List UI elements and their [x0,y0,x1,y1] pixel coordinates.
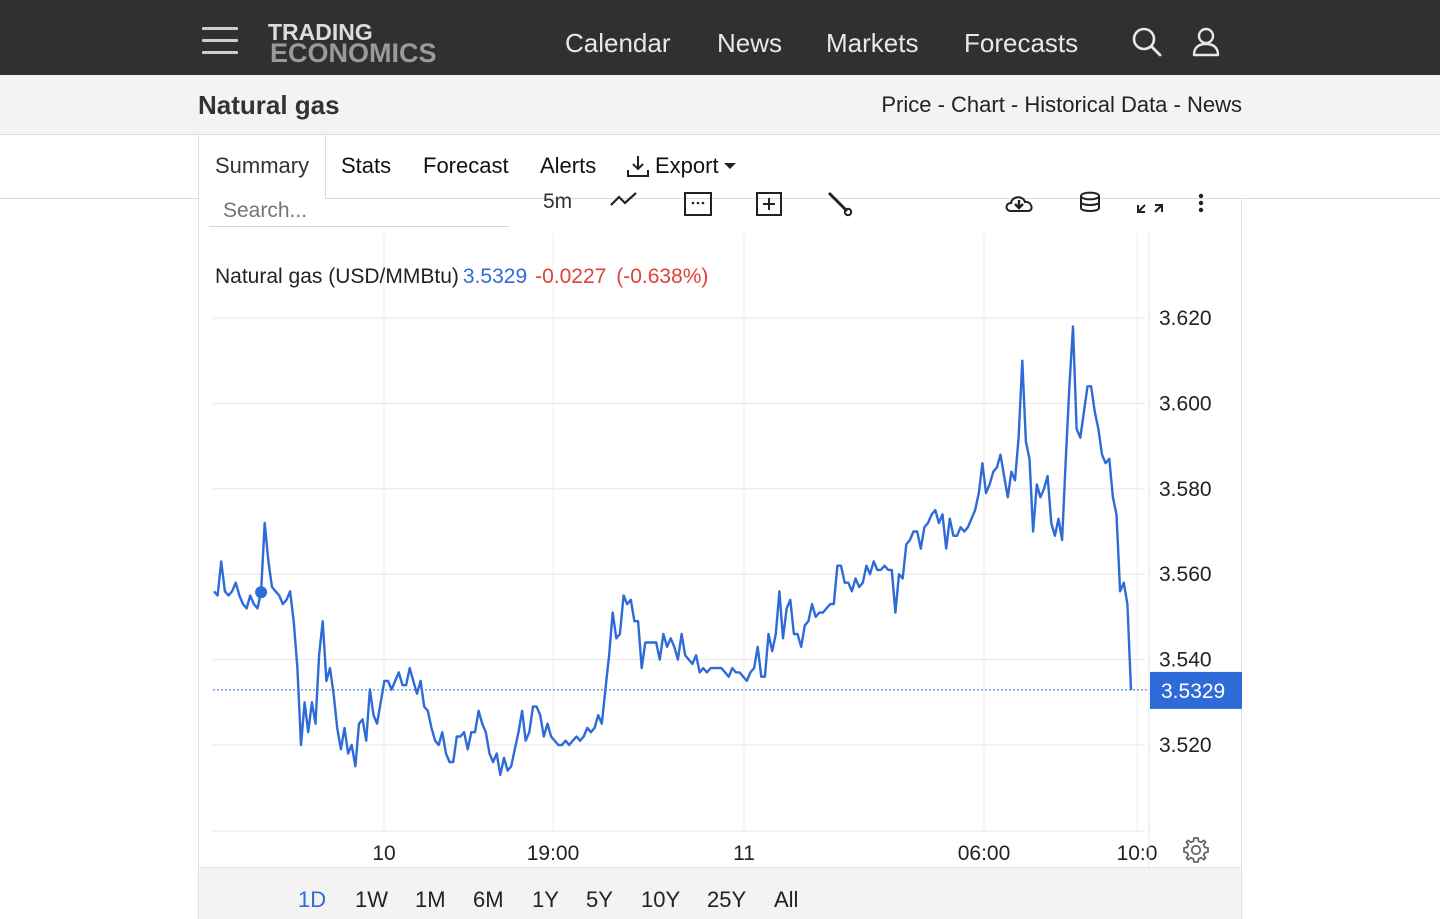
draw-tool-icon[interactable] [825,191,855,217]
tab-stats[interactable]: Stats [341,153,392,178]
cloud-download-icon[interactable] [1003,191,1037,217]
line-chart-icon[interactable] [609,191,639,215]
page-title: Natural gas [198,90,340,120]
nav-link-news[interactable]: News [717,28,783,58]
y-tick-label: 3.560 [1159,563,1212,586]
instrument-name: Natural gas (USD/MMBtu) [215,265,459,288]
download-icon [627,156,649,177]
range-selector: 1D 1W 1M 6M 1Y 5Y 10Y 25Y All [199,867,1241,919]
search-icon[interactable] [1131,26,1163,58]
range-1d[interactable]: 1D [298,887,327,912]
x-tick-label: 11 [733,842,755,865]
page-links: Price - Chart - Historical Data - News [881,92,1242,118]
tab-summary[interactable]: Summary [198,135,326,200]
nav-link-markets[interactable]: Markets [826,28,919,58]
link-chart[interactable]: Chart [951,92,1005,117]
link-separator: - [1004,92,1025,117]
range-1w[interactable]: 1W [355,887,388,912]
logo-line2: ECONOMICS [270,38,437,68]
export-label: Export [655,153,719,178]
title-bar: Natural gas Price - Chart - Historical D… [0,75,1440,135]
logo[interactable]: TRADING ECONOMICS [268,19,448,68]
price-change: -0.0227 [535,265,607,288]
x-tick-label: 19:00 [527,842,580,865]
link-historical-data[interactable]: Historical Data [1024,92,1168,117]
fullscreen-icon[interactable] [1135,191,1165,217]
price-chart[interactable]: 3.620 3.600 3.580 3.560 3.540 3.520 10 19:00 11 0… [199,199,1243,867]
top-navbar: TRADING ECONOMICS Calendar News Markets … [0,0,1440,75]
range-1m[interactable]: 1M [415,887,446,912]
calendar-icon[interactable] [683,191,713,217]
link-price[interactable]: Price [881,92,932,117]
range-25y[interactable]: 25Y [707,887,747,912]
link-separator: - [1167,92,1187,117]
interval-selector[interactable]: 5m [543,190,573,213]
series-marker [255,586,268,599]
range-1y[interactable]: 1Y [532,887,559,912]
range-all[interactable]: All [774,887,799,912]
current-price: 3.5329 [462,265,528,288]
settings-gear-icon[interactable] [1181,835,1211,865]
x-tick-label: 10:0 [1117,842,1158,865]
y-tick-label: 3.600 [1159,392,1212,415]
search-input[interactable] [209,196,509,227]
tab-alerts[interactable]: Alerts [540,153,597,178]
logo-line1: TRADING [268,19,373,45]
more-options-icon[interactable] [1195,191,1207,217]
link-separator: - [931,92,952,117]
chart-legend: Natural gas (USD/MMBtu) 3.5329 -0.0227 (-0… [215,265,708,289]
database-icon[interactable] [1078,191,1102,217]
range-6m[interactable]: 6M [473,887,504,912]
tab-forecast[interactable]: Forecast [423,153,509,178]
y-tick-label: 3.620 [1159,307,1212,330]
y-tick-label: 3.580 [1159,478,1212,501]
range-5y[interactable]: 5Y [586,887,613,912]
x-tick-label: 06:00 [958,842,1011,865]
nav-link-calendar[interactable]: Calendar [565,28,671,58]
y-tick-label: 3.540 [1159,649,1212,672]
user-icon[interactable] [1190,26,1222,58]
price-change-percent: (-0.638%) [616,265,709,288]
last-price-label: 3.5329 [1161,680,1225,703]
nav-link-forecasts[interactable]: Forecasts [964,28,1079,58]
tab-summary-label: Summary [215,153,310,178]
add-indicator-icon[interactable] [755,191,785,217]
tabs-row: Summary Stats Forecast Alerts Export [0,135,1440,200]
link-news[interactable]: News [1186,92,1242,117]
price-series-line [213,325,1133,777]
range-10y[interactable]: 10Y [641,887,681,912]
x-tick-label: 10 [372,842,395,865]
menu-icon[interactable] [202,27,238,55]
chevron-down-icon [723,163,736,169]
y-tick-label: 3.520 [1159,734,1212,757]
export-button[interactable]: Export [626,153,737,179]
chart-panel: 3.620 3.600 3.580 3.560 3.540 3.520 10 19:00 11 0… [198,190,1243,919]
last-price-tag [1150,671,1242,709]
